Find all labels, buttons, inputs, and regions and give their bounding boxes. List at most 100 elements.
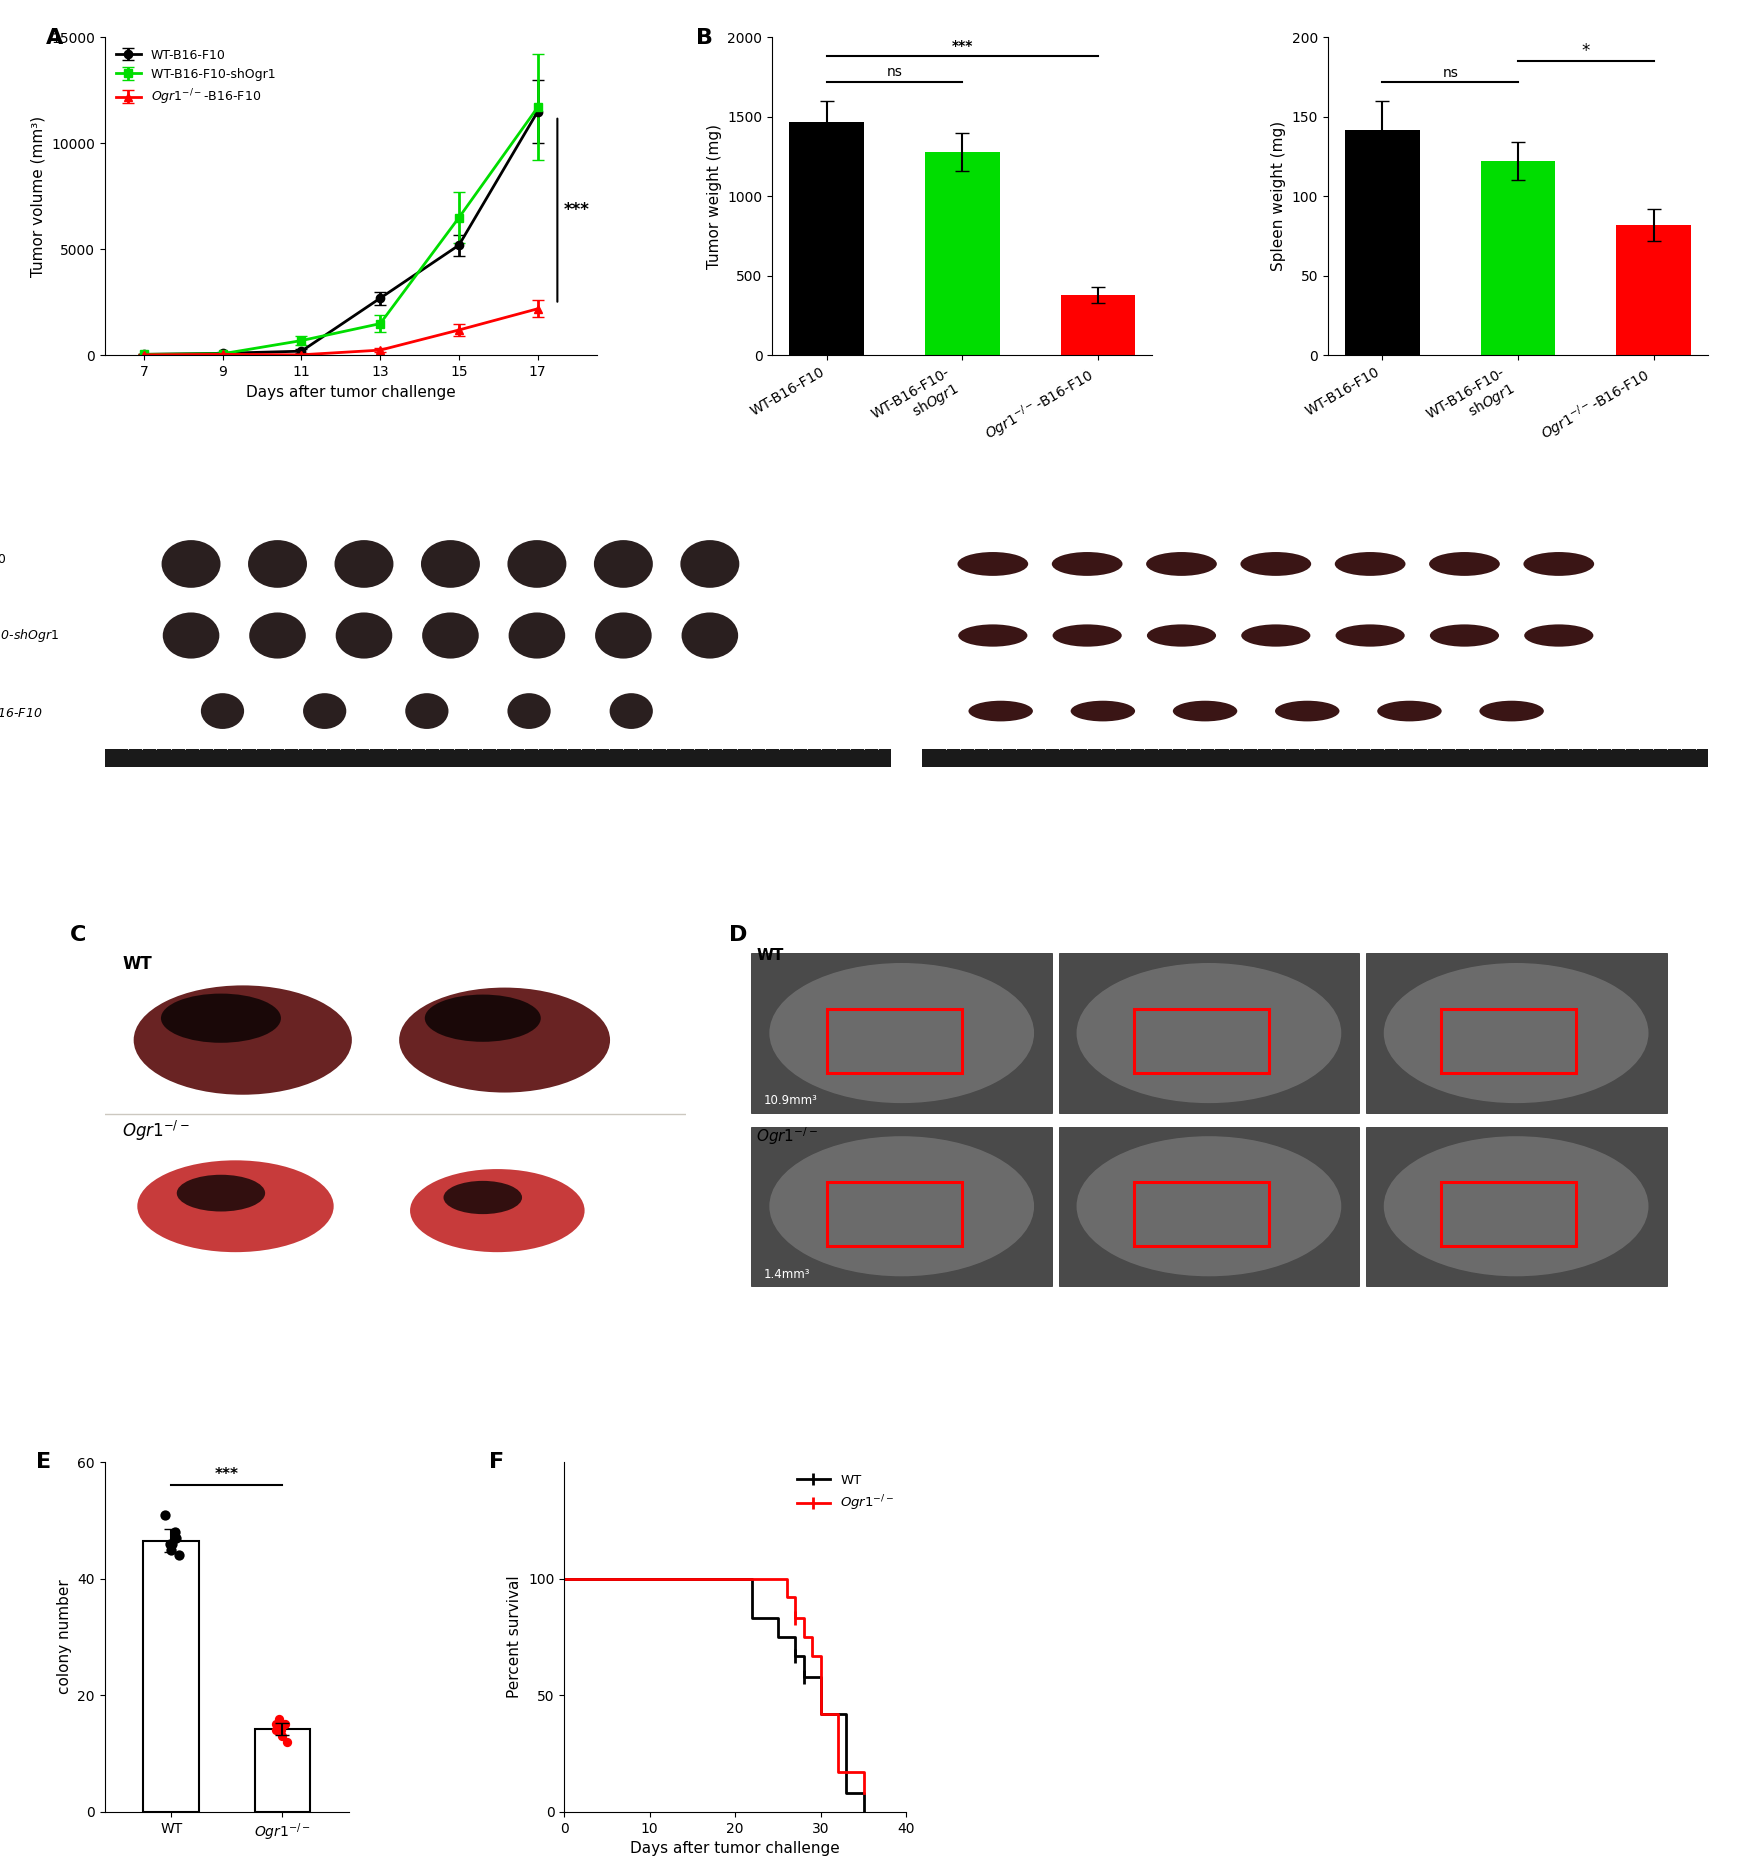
Ellipse shape	[1335, 553, 1405, 575]
Text: ns: ns	[1441, 65, 1459, 80]
Text: B: B	[695, 28, 713, 49]
Text: 10.9mm³: 10.9mm³	[763, 1095, 817, 1108]
Text: 1.4mm³: 1.4mm³	[763, 1268, 810, 1281]
Text: ns: ns	[887, 65, 903, 78]
Ellipse shape	[1429, 624, 1499, 646]
Y-axis label: Tumor volume (mm³): Tumor volume (mm³)	[30, 116, 45, 276]
Bar	[790, 121, 865, 355]
Point	[150, 1500, 178, 1530]
Bar	[1058, 953, 1360, 1113]
Ellipse shape	[138, 1160, 333, 1252]
Bar	[1133, 1009, 1269, 1072]
X-axis label: Days after tumor challenge: Days after tumor challenge	[246, 385, 455, 400]
Ellipse shape	[1241, 553, 1311, 575]
Ellipse shape	[957, 553, 1028, 575]
Text: ***: ***	[563, 202, 589, 219]
Ellipse shape	[1276, 700, 1339, 721]
Bar	[1616, 224, 1691, 355]
Text: F: F	[488, 1451, 504, 1472]
Ellipse shape	[1384, 964, 1649, 1104]
Ellipse shape	[1147, 624, 1217, 646]
Point	[162, 1522, 190, 1552]
Y-axis label: Percent survival: Percent survival	[507, 1577, 523, 1698]
Text: C: C	[70, 925, 85, 945]
Bar	[1441, 1009, 1576, 1072]
Bar	[1441, 1182, 1576, 1246]
Bar	[826, 1182, 962, 1246]
Text: $Ogr1^{-/-}$: $Ogr1^{-/-}$	[122, 1119, 190, 1143]
Bar	[826, 1009, 962, 1072]
Text: ***: ***	[952, 39, 973, 54]
Point	[157, 1535, 185, 1565]
Ellipse shape	[507, 540, 566, 588]
Ellipse shape	[594, 540, 654, 588]
Text: $Ogr1^{-/-}$: $Ogr1^{-/-}$	[756, 1125, 817, 1147]
Text: WT-B16-F10: WT-B16-F10	[0, 553, 7, 566]
Point	[160, 1517, 188, 1547]
Ellipse shape	[1241, 624, 1311, 646]
Ellipse shape	[248, 540, 307, 588]
Point	[274, 1728, 302, 1758]
Ellipse shape	[410, 1169, 584, 1252]
Text: *: *	[1581, 41, 1590, 60]
Ellipse shape	[1523, 553, 1595, 575]
X-axis label: Days after tumor challenge: Days after tumor challenge	[631, 1842, 840, 1857]
Ellipse shape	[162, 540, 221, 588]
Ellipse shape	[1523, 624, 1593, 646]
Ellipse shape	[969, 700, 1034, 721]
Text: WT: WT	[122, 955, 152, 973]
Ellipse shape	[1173, 700, 1238, 721]
Bar	[922, 749, 1708, 766]
Ellipse shape	[682, 613, 737, 659]
Point	[268, 1720, 296, 1750]
Ellipse shape	[509, 613, 565, 659]
Ellipse shape	[443, 1181, 523, 1214]
Y-axis label: Spleen weight (mg): Spleen weight (mg)	[1271, 121, 1286, 271]
Point	[261, 1715, 289, 1745]
Ellipse shape	[176, 1175, 265, 1212]
Ellipse shape	[1335, 624, 1405, 646]
Text: A: A	[45, 28, 63, 49]
Bar	[751, 1126, 1053, 1285]
Ellipse shape	[399, 988, 610, 1093]
Ellipse shape	[1051, 553, 1122, 575]
Ellipse shape	[422, 613, 479, 659]
Point	[157, 1528, 185, 1558]
Ellipse shape	[162, 613, 220, 659]
Point	[159, 1528, 187, 1558]
Bar	[1367, 953, 1666, 1113]
Ellipse shape	[134, 986, 352, 1095]
Y-axis label: colony number: colony number	[58, 1580, 71, 1694]
Ellipse shape	[1053, 624, 1122, 646]
Bar	[254, 1730, 310, 1812]
Ellipse shape	[769, 964, 1034, 1104]
Point	[265, 1704, 293, 1734]
Legend: WT, $Ogr1^{-/-}$: WT, $Ogr1^{-/-}$	[791, 1468, 899, 1519]
Ellipse shape	[1384, 1136, 1649, 1276]
Ellipse shape	[335, 540, 394, 588]
Bar	[1346, 129, 1421, 355]
Ellipse shape	[249, 613, 305, 659]
Ellipse shape	[594, 613, 652, 659]
Ellipse shape	[769, 1136, 1034, 1276]
Ellipse shape	[200, 693, 244, 729]
Text: WT: WT	[756, 949, 783, 964]
Ellipse shape	[1070, 700, 1135, 721]
Y-axis label: Tumor weight (mg): Tumor weight (mg)	[706, 123, 722, 269]
Text: ***: ***	[214, 1468, 239, 1483]
Text: WT-B16-F10-sh$Ogr1$: WT-B16-F10-sh$Ogr1$	[0, 628, 59, 644]
Bar	[143, 1541, 199, 1812]
Legend: WT-B16-F10, WT-B16-F10-sh⁠​Ogr1, $Ogr1^{-/-}$-B16-F10: WT-B16-F10, WT-B16-F10-sh⁠​Ogr1, $Ogr1^{…	[112, 43, 281, 112]
Point	[261, 1709, 289, 1739]
Ellipse shape	[680, 540, 739, 588]
Ellipse shape	[160, 994, 281, 1042]
Ellipse shape	[1077, 1136, 1342, 1276]
Ellipse shape	[1077, 964, 1342, 1104]
Bar	[1133, 1182, 1269, 1246]
Ellipse shape	[1147, 553, 1217, 575]
Ellipse shape	[610, 693, 654, 729]
Point	[166, 1541, 193, 1571]
Text: D: D	[729, 925, 748, 945]
Ellipse shape	[303, 693, 347, 729]
Ellipse shape	[422, 540, 479, 588]
